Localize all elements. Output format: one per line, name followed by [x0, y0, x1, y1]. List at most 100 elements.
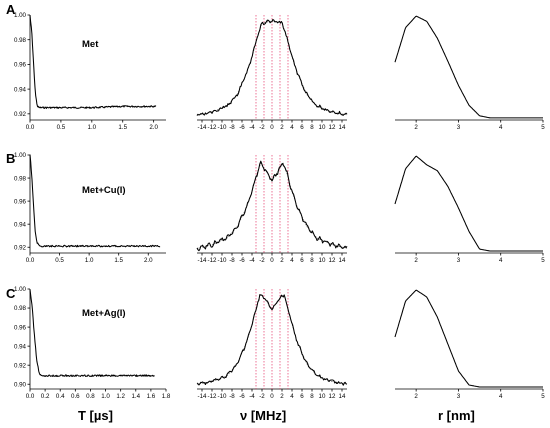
- x-tick-label: 3: [457, 124, 461, 131]
- x-tick-label: 0.5: [55, 257, 64, 264]
- panel-a-label: Met: [82, 39, 99, 50]
- x-tick-label: 2: [280, 393, 284, 400]
- x-tick-label: -12: [208, 124, 218, 131]
- time-axis-label: T [µs]: [78, 408, 113, 423]
- x-tick-label: -14: [198, 257, 208, 264]
- y-tick-label: 1.00: [14, 152, 27, 159]
- x-tick-label: 6: [300, 124, 304, 131]
- x-tick-label: 4: [499, 393, 503, 400]
- y-tick-label: 0.90: [14, 381, 27, 388]
- x-tick-label: 0: [270, 124, 274, 131]
- y-tick-label: 0.96: [14, 62, 27, 69]
- x-tick-label: 3: [457, 257, 461, 264]
- x-tick-label: -8: [229, 124, 235, 131]
- data-curve: [394, 15, 543, 119]
- data-curve: [394, 155, 543, 252]
- data-curve: [394, 289, 543, 388]
- x-tick-label: 1.8: [162, 393, 171, 400]
- x-tick-label: 4: [499, 257, 503, 264]
- x-tick-label: -14: [198, 124, 208, 131]
- panel-b-label: Met+Cu(I): [82, 185, 126, 196]
- x-tick-label: -10: [218, 124, 228, 131]
- x-tick-label: 8: [310, 257, 314, 264]
- x-tick-label: 1.6: [147, 393, 156, 400]
- x-tick-label: 1.4: [131, 393, 140, 400]
- y-tick-label: 1.00: [14, 286, 27, 293]
- x-tick-label: 4: [290, 257, 294, 264]
- dist-axis-label: r [nm]: [438, 408, 475, 423]
- y-tick-label: 0.98: [14, 305, 27, 312]
- x-tick-label: -4: [249, 257, 255, 264]
- x-tick-label: -12: [208, 257, 218, 264]
- x-tick-label: 0.0: [26, 124, 35, 131]
- simulated-curve: [196, 162, 348, 249]
- simulated-curve: [196, 20, 348, 116]
- x-tick-label: -4: [249, 393, 255, 400]
- x-tick-label: 6: [300, 393, 304, 400]
- y-tick-label: 0.98: [14, 37, 27, 44]
- y-tick-label: 0.98: [14, 175, 27, 182]
- data-curve: [29, 14, 157, 109]
- y-tick-label: 1.00: [14, 12, 27, 19]
- x-tick-label: 14: [339, 393, 346, 400]
- x-tick-label: 0.8: [86, 393, 95, 400]
- x-tick-label: 3: [457, 393, 461, 400]
- y-tick-label: 0.94: [14, 343, 27, 350]
- x-tick-label: 12: [329, 124, 336, 131]
- x-tick-label: -2: [259, 393, 265, 400]
- x-tick-label: 1.0: [85, 257, 94, 264]
- x-tick-label: 1.5: [114, 257, 123, 264]
- x-tick-label: 0: [270, 393, 274, 400]
- x-tick-label: 10: [319, 257, 326, 264]
- panel-letter-b: B: [6, 151, 15, 166]
- x-tick-label: 0: [270, 257, 274, 264]
- x-tick-label: 10: [319, 393, 326, 400]
- x-tick-label: -10: [218, 393, 228, 400]
- chart-layer: 0.0 0.5 1.0 1.5 2.00.920.940.960.981.00-14 -1…: [14, 12, 545, 400]
- panel-c-label: Met+Ag(I): [82, 308, 126, 319]
- x-tick-label: -6: [239, 124, 245, 131]
- x-tick-label: 14: [339, 257, 346, 264]
- x-tick-label: -8: [229, 393, 235, 400]
- x-tick-label: 5: [541, 393, 545, 400]
- panel-letter-a: A: [6, 2, 16, 17]
- x-tick-label: 4: [290, 393, 294, 400]
- x-tick-label: 4: [499, 124, 503, 131]
- y-tick-label: 0.94: [14, 86, 27, 93]
- data-curve: [196, 294, 348, 386]
- x-tick-label: 5: [541, 257, 545, 264]
- x-tick-label: 1.2: [116, 393, 125, 400]
- x-tick-label: -6: [239, 393, 245, 400]
- data-curve: [29, 289, 155, 377]
- data-curve: [196, 18, 348, 116]
- x-tick-label: -8: [229, 257, 235, 264]
- x-tick-label: -2: [259, 257, 265, 264]
- x-tick-label: -4: [249, 124, 255, 131]
- x-tick-label: -12: [208, 393, 218, 400]
- y-tick-label: 0.96: [14, 198, 27, 205]
- y-tick-label: 0.92: [14, 244, 27, 251]
- x-tick-label: 4: [290, 124, 294, 131]
- x-tick-label: 8: [310, 124, 314, 131]
- data-curve: [196, 160, 348, 252]
- x-tick-label: 2: [414, 124, 418, 131]
- x-tick-label: -2: [259, 124, 265, 131]
- x-tick-label: 1.0: [101, 393, 110, 400]
- x-tick-label: -6: [239, 257, 245, 264]
- x-tick-label: 0.2: [41, 393, 50, 400]
- freq-axis-label: ν [MHz]: [240, 408, 286, 423]
- x-tick-label: 5: [541, 124, 545, 131]
- data-curve: [29, 154, 161, 248]
- x-tick-label: 2.0: [149, 124, 158, 131]
- x-tick-label: 0.0: [26, 257, 35, 264]
- x-tick-label: 0.0: [26, 393, 35, 400]
- x-tick-label: 8: [310, 393, 314, 400]
- x-tick-label: 0.6: [71, 393, 80, 400]
- x-tick-label: 2: [280, 257, 284, 264]
- x-tick-label: 12: [329, 393, 336, 400]
- x-tick-label: 6: [300, 257, 304, 264]
- y-tick-label: 0.94: [14, 221, 27, 228]
- x-tick-label: 0.5: [57, 124, 66, 131]
- x-tick-label: -10: [218, 257, 228, 264]
